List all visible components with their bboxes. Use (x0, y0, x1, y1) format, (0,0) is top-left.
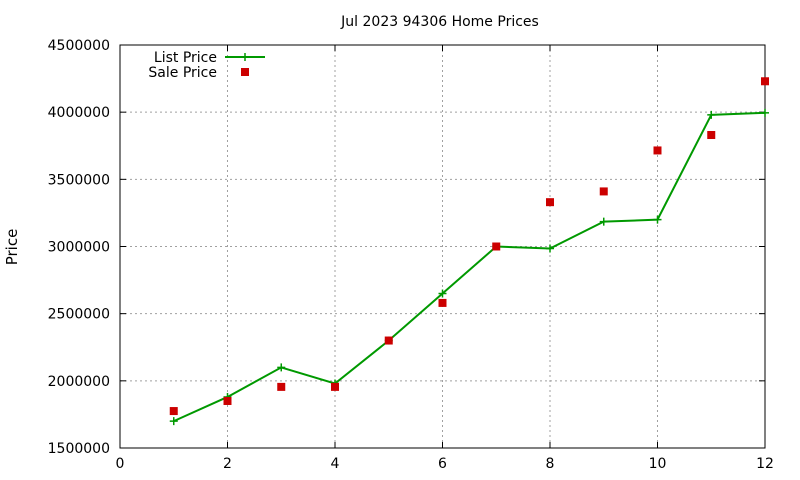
list-price-point (546, 244, 554, 253)
sale-price-point (599, 187, 608, 196)
y-tick-label: 3500000 (48, 172, 110, 188)
list-price-point (761, 108, 769, 117)
sale-price-point (277, 382, 286, 391)
grid (120, 45, 765, 448)
x-tick-label: 4 (331, 456, 340, 472)
y-tick-label: 2500000 (48, 307, 110, 323)
series-list-price (169, 108, 769, 426)
x-tick-label: 10 (649, 456, 667, 472)
y-axis-label: Price (3, 229, 21, 266)
x-tick-label: 0 (116, 456, 125, 472)
sale-price-point (384, 336, 393, 345)
sale-price-point (438, 298, 447, 307)
legend-square (241, 68, 249, 76)
legend-swatch-list-price (225, 53, 265, 61)
list-price-point (707, 110, 716, 119)
list-price-point (438, 289, 447, 298)
legend-plus (241, 53, 249, 61)
series (169, 77, 769, 426)
sale-price-point (331, 382, 339, 391)
sale-price-point (707, 131, 716, 140)
x-tick-label: 6 (438, 456, 447, 472)
sale-price-point (546, 198, 554, 207)
y-tick-label: 3000000 (48, 240, 110, 256)
legend-swatch-sale-price (241, 68, 249, 76)
sale-price-point (223, 396, 232, 405)
y-tick-label: 1500000 (48, 441, 110, 457)
legend-label-list-price: List Price (154, 50, 217, 66)
x-tick-label: 8 (546, 456, 555, 472)
plot-frame (119, 44, 766, 449)
list-price-point (653, 215, 662, 224)
sale-price-point (761, 77, 769, 86)
list-price-point (277, 363, 286, 372)
y-tick-label: 4000000 (48, 105, 110, 121)
sale-price-point (169, 407, 178, 416)
list-price-point (169, 417, 178, 426)
list-price-line (173, 111, 766, 423)
x-tick-label: 12 (756, 456, 774, 472)
x-tick-label: 2 (223, 456, 232, 472)
sale-price-point (492, 242, 501, 251)
series-sale-price (169, 77, 769, 416)
list-price-point (599, 217, 608, 226)
axis-ticks: 0 2 4 6 8 10 12 1500000 2000000 2500000 3000000 350… (48, 38, 774, 472)
legend: List Price Sale Price (148, 50, 265, 81)
legend-label-sale-price: Sale Price (148, 65, 217, 81)
sale-price-point (653, 146, 662, 155)
y-tick-label: 2000000 (48, 374, 110, 390)
y-tick-label: 4500000 (48, 38, 110, 54)
chart-title: Jul 2023 94306 Home Prices (340, 14, 539, 30)
